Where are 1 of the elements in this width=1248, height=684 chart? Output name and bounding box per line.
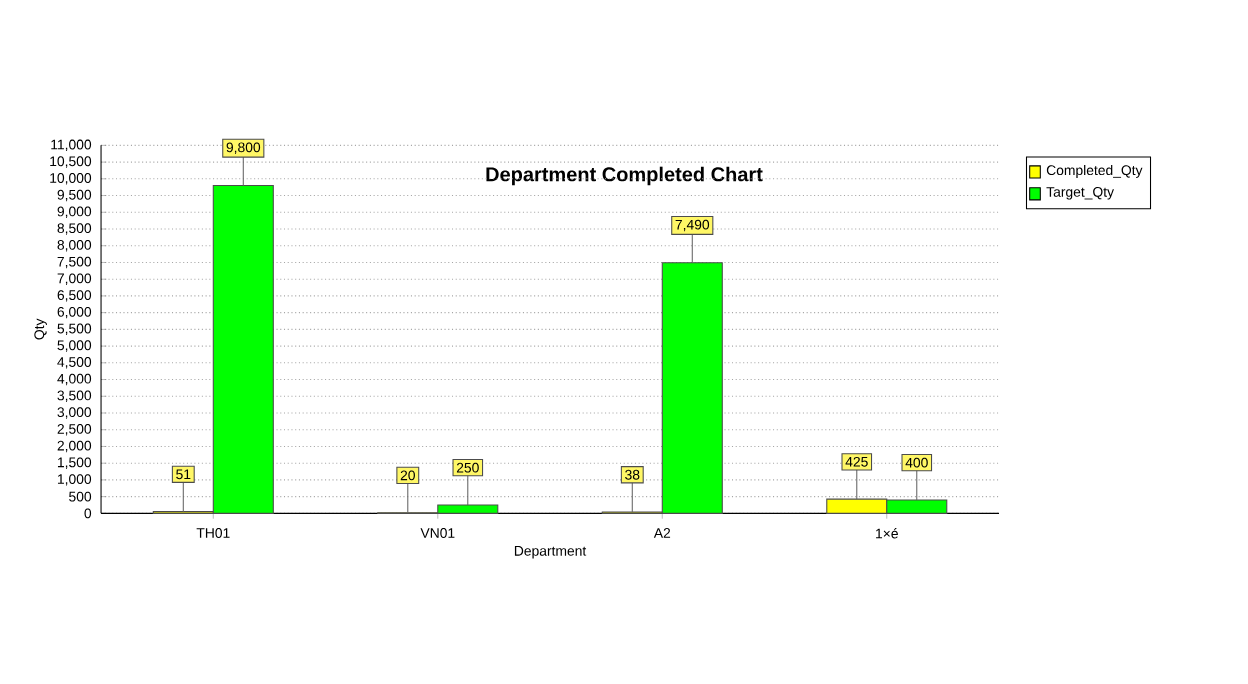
- text: Department Completed Chart: [486, 166, 763, 186]
